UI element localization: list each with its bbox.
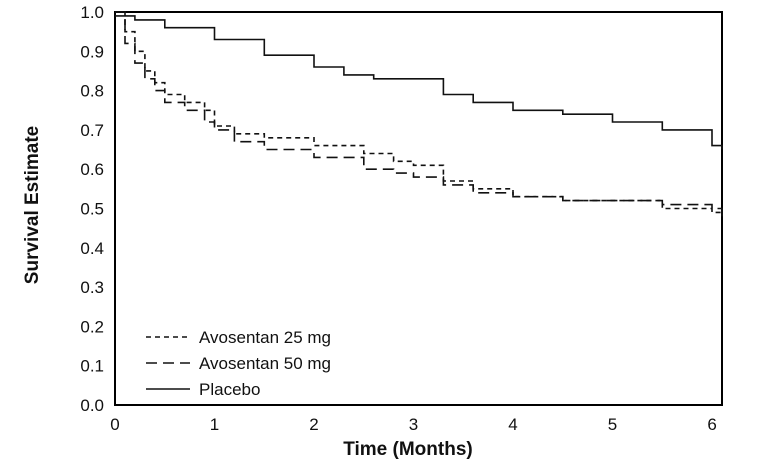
x-tick-label: 0 [110,415,119,434]
x-tick-label: 4 [508,415,517,434]
y-axis: 0.0 0.1 0.2 0.3 0.4 0.5 0.6 0.7 0.8 0.9 1.0 [80,3,104,415]
series-line-avosentan-50-mg [115,11,723,217]
y-tick-label: 0.4 [80,239,104,258]
x-tick-label: 5 [608,415,617,434]
series-line-placebo [115,15,723,150]
y-tick-label: 0.0 [80,396,104,415]
x-axis: 0 1 2 3 4 5 6 [110,415,717,434]
y-axis-title: Survival Estimate [22,126,43,284]
y-tick-label: 0.6 [80,160,104,179]
x-tick-label: 6 [707,415,716,434]
x-tick-label: 2 [309,415,318,434]
legend: Avosentan 25 mg Avosentan 50 mg Placebo [117,316,721,403]
y-tick-label: 0.7 [80,121,104,140]
x-tick-label: 1 [210,415,219,434]
series-line-avosentan-25-mg [115,11,723,217]
y-tick-label: 0.3 [80,278,104,297]
y-tick-label: 0.2 [80,317,104,336]
legend-label: Avosentan 25 mg [199,328,331,347]
y-tick-label: 0.1 [80,357,104,376]
series-group [115,11,723,217]
legend-background [117,316,721,403]
y-tick-label: 0.9 [80,42,104,61]
y-tick-label: 1.0 [80,3,104,22]
x-tick-label: 3 [409,415,418,434]
legend-label: Avosentan 50 mg [199,354,331,373]
y-tick-label: 0.5 [80,200,104,219]
x-axis-title: Time (Months) [343,439,472,460]
y-tick-label: 0.8 [80,82,104,101]
legend-label: Placebo [199,380,260,399]
